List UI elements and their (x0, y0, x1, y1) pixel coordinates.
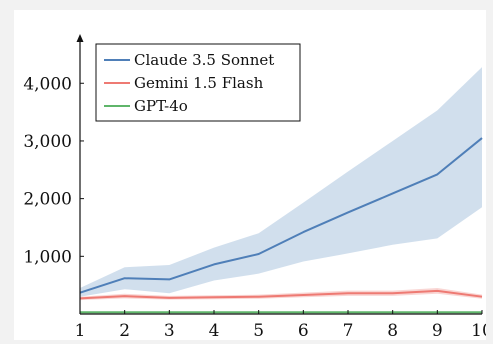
axes (76, 34, 482, 315)
series-0-line (79, 137, 483, 294)
x-tick-label: 7 (343, 321, 354, 340)
chart-panel: 1 2 3 4 5 6 7 8 9 10 1,000 2,000 3,000 4,000 Claude 3… (14, 10, 486, 340)
x-tick-label: 4 (209, 321, 220, 340)
x-tick-label: 9 (432, 321, 443, 340)
y-tick-label: 3,000 (23, 132, 72, 152)
series-0-confidence-band (80, 67, 482, 297)
x-tick-label: 1 (75, 321, 86, 340)
legend-label-2: GPT-4o (134, 97, 188, 115)
y-axis-arrow (76, 34, 84, 42)
line-chart: 1 2 3 4 5 6 7 8 9 10 1,000 2,000 3,000 4,000 Claude 3… (23, 34, 486, 340)
x-tick-label: 3 (164, 321, 175, 340)
series-1-line (79, 289, 483, 300)
axis-ticks: 1 2 3 4 5 6 7 8 9 10 1,000 2,000 3,000 4,000 (23, 74, 486, 340)
x-tick-label: 8 (387, 321, 398, 340)
legend: Claude 3.5 Sonnet Gemini 1.5 Flash GPT-4o (95, 43, 301, 122)
y-tick-label: 4,000 (23, 74, 72, 94)
x-tick-label: 2 (119, 321, 130, 340)
y-tick-label: 2,000 (23, 190, 72, 210)
x-tick-label: 6 (298, 321, 309, 340)
series-lines (79, 137, 483, 314)
legend-label-1: Gemini 1.5 Flash (134, 74, 264, 92)
x-tick-label: 5 (253, 321, 264, 340)
x-tick-label: 10 (471, 321, 486, 340)
legend-label-0: Claude 3.5 Sonnet (134, 51, 274, 69)
y-tick-label: 1,000 (23, 247, 72, 267)
